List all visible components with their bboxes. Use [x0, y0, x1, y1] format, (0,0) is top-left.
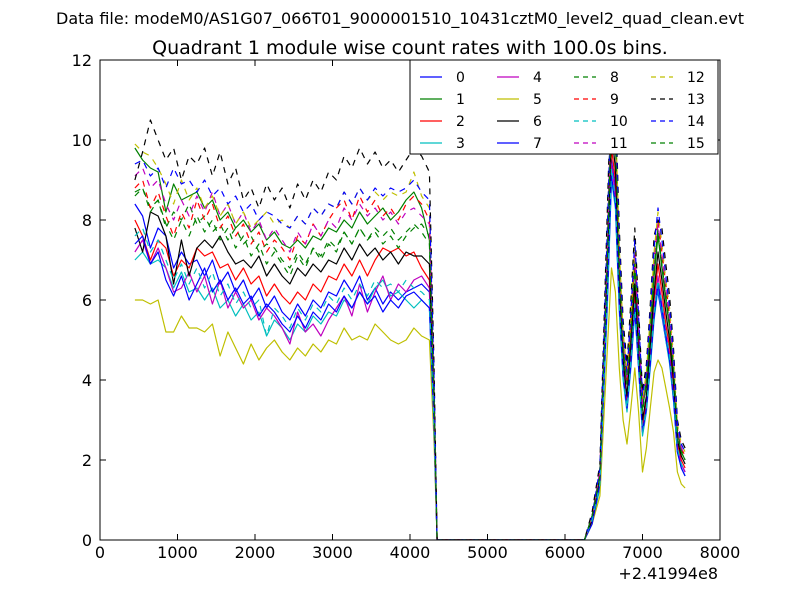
x-tick-label: 7000	[622, 543, 663, 562]
y-tick-label: 0	[82, 531, 92, 550]
legend-label-9: 9	[610, 92, 619, 108]
series-line-6	[134, 131, 686, 540]
x-tick-label: 1000	[157, 543, 198, 562]
legend-box	[409, 59, 719, 155]
y-tick-label: 4	[82, 371, 92, 390]
series-line-0	[134, 159, 686, 540]
series-line-7	[134, 175, 686, 540]
x-tick-label: 3000	[312, 543, 353, 562]
series-line-9	[134, 87, 686, 540]
x-tick-label: 8000	[700, 543, 741, 562]
series-line-1	[134, 103, 686, 540]
legend-label-0: 0	[456, 70, 465, 86]
legend-label-14: 14	[687, 114, 705, 130]
x-tick-label: 6000	[545, 543, 586, 562]
legend-label-4: 4	[533, 70, 542, 86]
series-line-13	[134, 67, 686, 540]
x-tick-label: 0	[95, 543, 105, 562]
series-line-3	[134, 179, 686, 540]
legend-label-15: 15	[687, 136, 705, 152]
x-tick-label: 4000	[390, 543, 431, 562]
series-line-10	[134, 167, 686, 540]
x-tick-label: 5000	[467, 543, 508, 562]
legend-label-1: 1	[456, 92, 465, 108]
legend-label-2: 2	[456, 114, 465, 130]
legend-label-13: 13	[687, 92, 705, 108]
axis-ticks: 0 1000 2000 3000 4000 5000 6000 7000 80000246810…	[72, 51, 741, 562]
series-layer	[134, 67, 686, 540]
y-tick-label: 10	[72, 131, 92, 150]
series-line-5	[134, 267, 686, 540]
x-tick-label: 2000	[235, 543, 276, 562]
chart-title: Quadrant 1 module wise count rates with …	[152, 37, 668, 59]
series-line-8	[134, 99, 686, 540]
series-line-14	[134, 83, 686, 540]
series-line-11	[134, 95, 686, 540]
legend-label-5: 5	[533, 92, 542, 108]
legend-label-7: 7	[533, 136, 542, 152]
legend-label-10: 10	[610, 114, 628, 130]
legend-label-6: 6	[533, 114, 542, 130]
legend-label-12: 12	[687, 70, 705, 86]
series-line-15	[134, 107, 686, 540]
y-tick-label: 2	[82, 451, 92, 470]
legend-label-3: 3	[456, 136, 465, 152]
data-file-header: Data file: modeM0/AS1G07_066T01_90000015…	[56, 9, 744, 29]
y-tick-label: 6	[82, 291, 92, 310]
y-tick-label: 12	[72, 51, 92, 70]
legend-label-11: 11	[610, 136, 628, 152]
legend-label-8: 8	[610, 70, 619, 86]
x-offset-label: +2.41994e8	[618, 564, 718, 583]
y-tick-label: 8	[82, 211, 92, 230]
